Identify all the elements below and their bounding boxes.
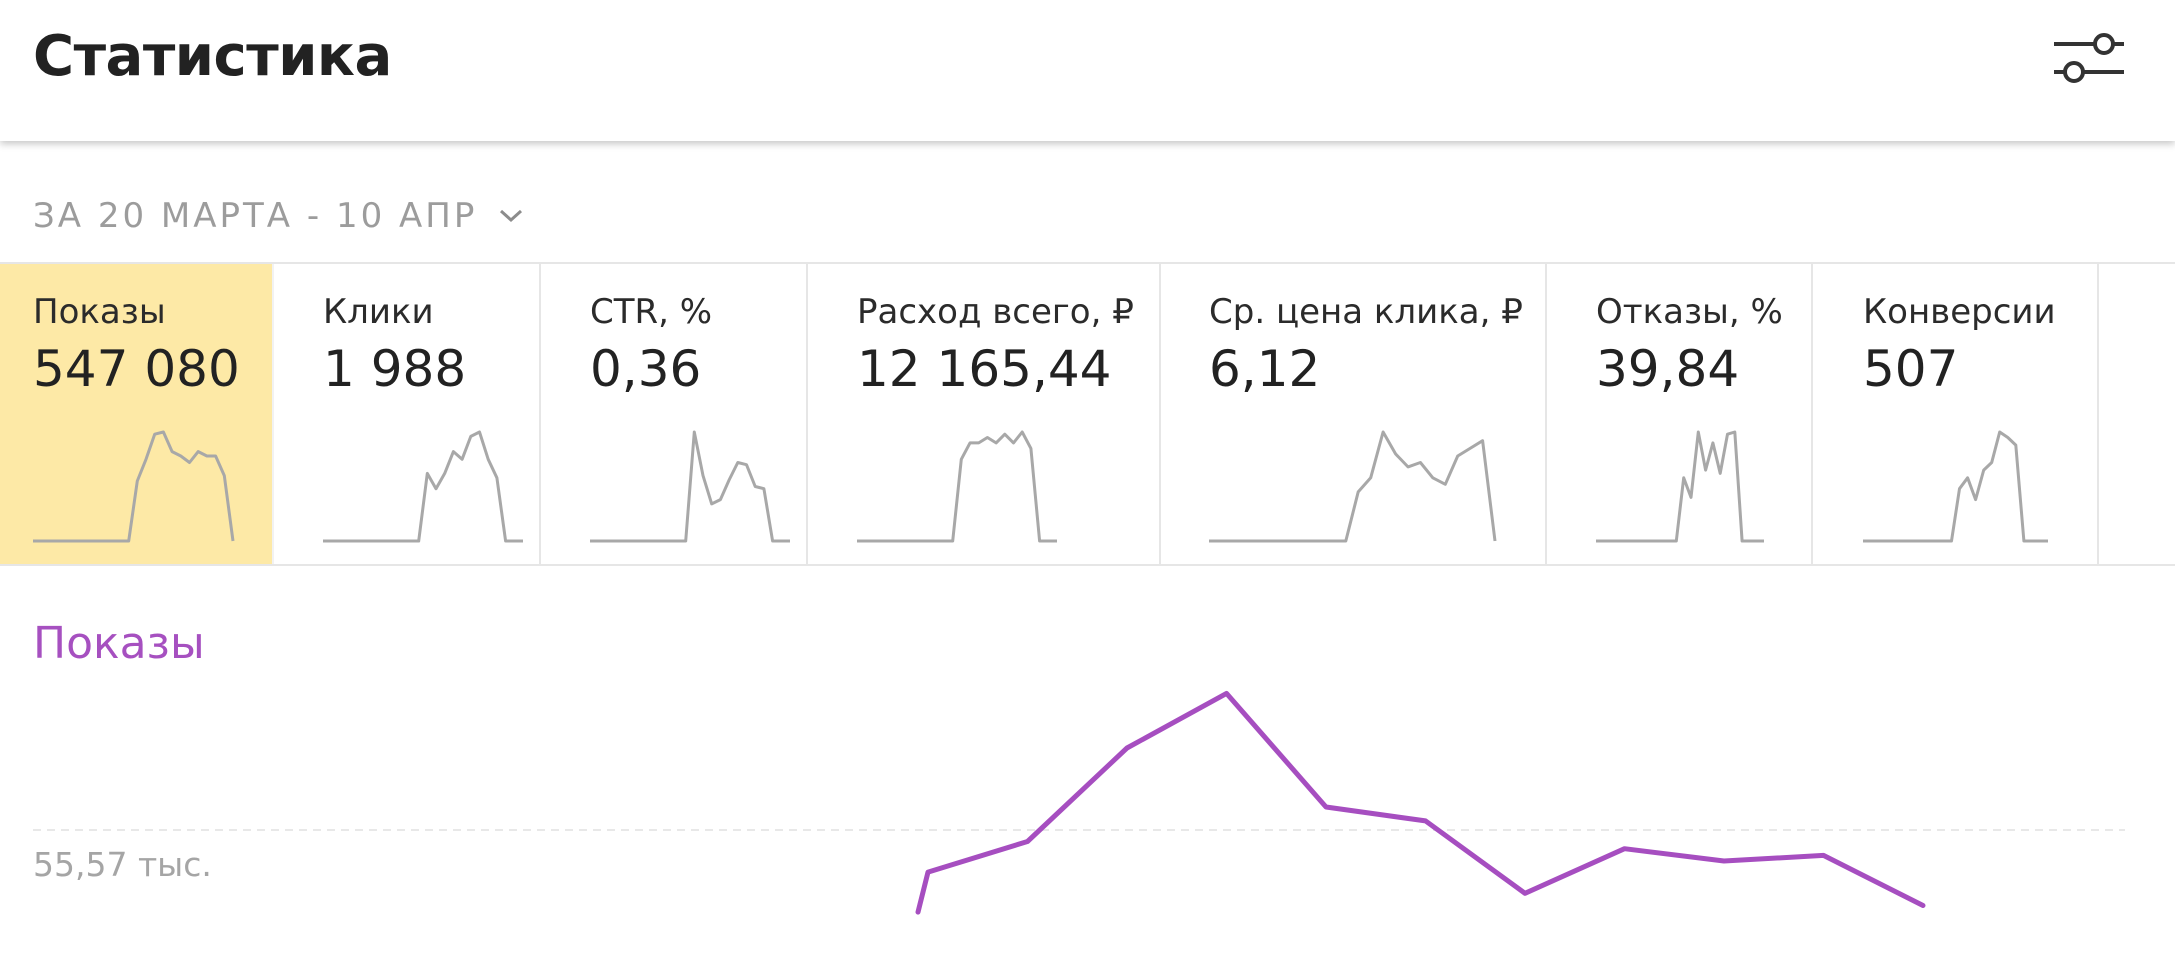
metric-label: Отказы, % [1596, 292, 1783, 332]
metric-sparkline [1596, 430, 1764, 543]
metric-sparkline [1863, 430, 2048, 543]
metric-value: 12 165,44 [857, 340, 1112, 398]
y-tick-label: 55,57 тыс. [33, 845, 212, 884]
metric-value: 507 [1863, 340, 1959, 398]
filter-settings-button[interactable] [2052, 30, 2126, 86]
metric-tile-impressions[interactable]: Показы 547 080 [0, 264, 274, 564]
metric-label: Конверсии [1863, 292, 2056, 332]
sparkline-path [33, 430, 235, 543]
metric-tile-avg-cpc[interactable]: Ср. цена клика, ₽ 6,12 [1161, 264, 1547, 564]
chart-title: Показы [33, 618, 205, 669]
chevron-down-icon [500, 209, 523, 223]
metrics-strip: Показы 547 080 Клики 1 988 CTR, % 0,36 Р… [0, 262, 2175, 566]
metric-value: 0,36 [590, 340, 702, 398]
metric-label: Расход всего, ₽ [857, 292, 1134, 332]
app-header: Статистика [0, 0, 2175, 141]
metric-sparkline [590, 430, 790, 543]
metric-label: CTR, % [590, 292, 713, 332]
sparkline-path [590, 430, 790, 543]
metric-label: Ср. цена клика, ₽ [1209, 292, 1523, 332]
impressions-line-chart [33, 690, 2125, 915]
metric-sparkline [857, 430, 1057, 543]
metric-sparkline [1209, 430, 1497, 543]
sparkline-path [857, 430, 1057, 543]
page-title: Статистика [33, 24, 392, 89]
date-range-selector[interactable]: ЗА 20 МАРТА - 10 АПР [33, 194, 523, 238]
sparkline-path [1209, 430, 1497, 543]
series-line-impressions [915, 690, 1926, 915]
metric-sparkline [323, 430, 523, 543]
metric-value: 547 080 [33, 340, 240, 398]
metric-sparkline [33, 430, 235, 543]
metric-value: 6,12 [1209, 340, 1321, 398]
metric-value: 39,84 [1596, 340, 1740, 398]
metric-tile-clicks[interactable]: Клики 1 988 [274, 264, 541, 564]
metric-tile-spend[interactable]: Расход всего, ₽ 12 165,44 [808, 264, 1161, 564]
metric-tile-bounces[interactable]: Отказы, % 39,84 [1547, 264, 1813, 564]
metric-label: Показы [33, 292, 166, 332]
sliders-icon [2054, 33, 2124, 83]
sparkline-path [323, 430, 523, 543]
sparkline-path [1863, 430, 2048, 543]
metric-value: 1 988 [323, 340, 467, 398]
sparkline-path [1596, 430, 1764, 543]
metric-tile-ctr[interactable]: CTR, % 0,36 [541, 264, 808, 564]
metric-label: Клики [323, 292, 434, 332]
metric-tile-conversions[interactable]: Конверсии 507 [1813, 264, 2099, 564]
date-range-label: ЗА 20 МАРТА - 10 АПР [33, 196, 478, 236]
